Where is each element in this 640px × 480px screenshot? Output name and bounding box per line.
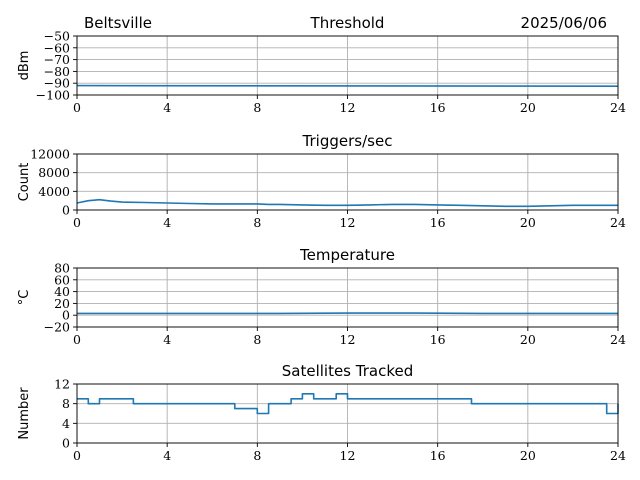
triggers-ylabel: Count [17,163,32,202]
temperature-ytick-label: 40 [54,284,70,299]
temperature-xtick-label: 20 [520,332,536,347]
threshold-ytick-label: −100 [36,88,70,103]
threshold-xtick-label: 8 [253,100,261,115]
temperature-xtick-label: 24 [610,332,626,347]
temperature-ylabel: °C [17,290,32,306]
threshold-ytick-label: −50 [44,29,70,44]
satellites-ytick-label: 8 [62,396,70,411]
temperature-xtick-label: 4 [163,332,171,347]
threshold-xtick-label: 16 [430,100,446,115]
satellites-series-line [77,393,619,415]
triggers-xtick-label: 0 [73,215,81,230]
temperature-ytick-label: 0 [62,308,70,323]
triggers-ytick-label: 8000 [38,165,70,180]
temperature-xtick-label: 8 [253,332,261,347]
date-label: 2025/06/06 [521,14,607,32]
threshold-ylabel: dBm [17,51,32,81]
temperature-ytick-label: 80 [54,261,70,276]
satellites-xtick-label: 8 [253,448,261,463]
threshold-panel: 0 4 8 12 16 20 24 −100−90−80−70−60−50 Threshold d… [17,14,626,115]
satellites-ytick-label: 12 [54,377,70,392]
temperature-xtick-label: 12 [340,332,356,347]
temperature-ytick-label: 60 [54,272,70,287]
satellites-xtick-label: 0 [73,448,81,463]
threshold-xtick-label: 4 [163,100,171,115]
threshold-xtick-label: 20 [520,100,536,115]
triggers-xtick-label: 8 [253,215,261,230]
satellites-xtick-label: 12 [340,448,356,463]
satellites-ytick-label: 4 [62,416,70,431]
threshold-ytick-label: −70 [44,52,70,67]
triggers-xtick-label: 16 [430,215,446,230]
temperature-title: Temperature [299,246,395,264]
satellites-ytick-label: 0 [62,436,70,451]
triggers-xtick-label: 12 [340,215,356,230]
threshold-ytick-label: −80 [44,64,70,79]
threshold-ytick-label: −60 [44,40,70,55]
triggers-xtick-label: 24 [610,215,626,230]
threshold-xtick-label: 12 [340,100,356,115]
satellites-xtick-label: 16 [430,448,446,463]
satellites-ylabel: Number [17,387,32,440]
temperature-xtick-label: 16 [430,332,446,347]
triggers-ytick-label: 0 [62,203,70,218]
triggers-panel: 0 4 8 12 16 20 24 0 4000 8000 12000 Triggers/sec Cou… [17,132,626,230]
satellites-title: Satellites Tracked [282,362,413,380]
temperature-xtick-label: 0 [73,332,81,347]
temperature-ytick-label: −20 [44,320,70,335]
threshold-series-line [76,84,619,87]
threshold-xtick-label: 24 [610,100,626,115]
threshold-xtick-label: 0 [73,100,81,115]
satellites-panel: 0 4 8 12 16 20 24 0 4 8 12 Satellites Tracked Number [17,362,626,463]
triggers-xtick-label: 20 [520,215,536,230]
satellites-xtick-label: 4 [163,448,171,463]
satellites-xtick-label: 24 [610,448,626,463]
triggers-ytick-label: 4000 [38,184,70,199]
temperature-ytick-label: 20 [54,296,70,311]
satellites-xtick-label: 20 [520,448,536,463]
threshold-title: Threshold [310,14,385,32]
triggers-xtick-label: 4 [163,215,171,230]
triggers-series-line [76,198,618,208]
triggers-ytick-label: 12000 [30,147,70,162]
triggers-title: Triggers/sec [302,132,393,150]
station-name: Beltsville [84,14,152,32]
threshold-ytick-label: −90 [44,76,70,91]
